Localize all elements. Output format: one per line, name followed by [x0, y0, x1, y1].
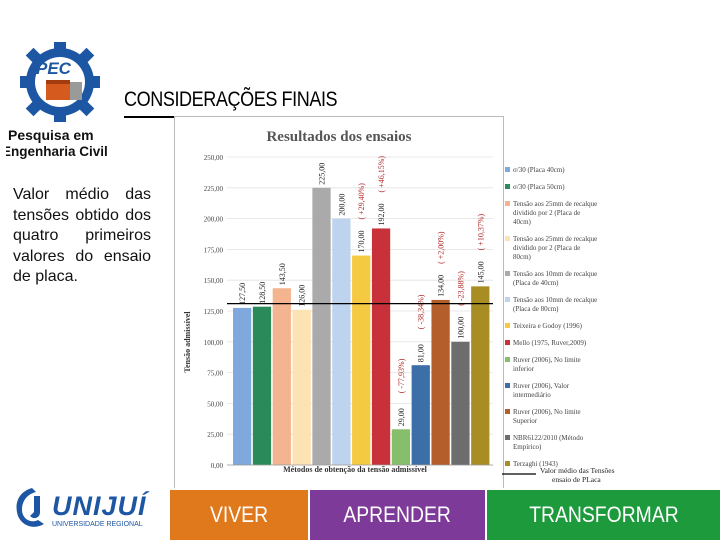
legend-mean-line: Valor médio das Tensões ensaio de PLaca: [502, 466, 615, 484]
bar: [292, 309, 311, 465]
legend-item: Teixeira e Godoy (1996): [513, 322, 583, 330]
page-title: CONSIDERAÇÕES FINAIS: [124, 88, 338, 111]
legend-item: Tensão aos 25mm de recalque dividido por …: [513, 200, 597, 226]
bar: [391, 429, 411, 465]
legend-swatch: [505, 236, 510, 241]
legend-swatch: [505, 340, 510, 345]
y-tick-label: 175,00: [204, 246, 224, 254]
bar: [252, 306, 272, 465]
footer-logo-text: UNIJUÍ: [52, 490, 150, 521]
bar-value-label: 126,00: [298, 285, 307, 307]
pec-logo: PEC Pesquisa em Engenharia Civil: [6, 42, 108, 159]
y-tick-label: 25,00: [207, 431, 223, 439]
logo-badge: PEC: [36, 59, 72, 78]
y-tick-label: 200,00: [204, 216, 224, 224]
legend-swatch: [505, 184, 510, 189]
chart-title: Resultados dos ensaios: [266, 129, 411, 145]
bar: [233, 307, 252, 465]
gear-icon: [20, 42, 100, 122]
aprender-label: APRENDER: [343, 502, 452, 527]
bar-percent-note: ( +10,37%): [476, 214, 485, 251]
x-axis-label: Métodos de obtenção da tensão admissível: [283, 465, 428, 474]
legend-item: Tensão aos 25mm de recalque dividido por …: [513, 235, 597, 261]
bar-percent-note: ( +2,00%): [437, 231, 446, 264]
legend-swatch: [505, 409, 510, 414]
body-text: Valor médio das tensões obtido dos quatr…: [13, 186, 151, 285]
y-axis-label: Tensão admissível: [183, 311, 192, 373]
legend-swatch: [505, 383, 510, 388]
bar-value-label: 200,00: [337, 194, 346, 216]
bar-value-label: 128,50: [258, 282, 267, 304]
bar: [411, 365, 430, 465]
bar-percent-note: ( -77,93%): [397, 358, 406, 393]
legend-swatch: [505, 167, 510, 172]
results-chart: Resultados dos ensaios 0,00 25,00 50,00 75,…: [174, 116, 504, 490]
legend-swatch: [505, 461, 510, 466]
unijui-emblem-icon: [16, 488, 44, 527]
bar-value-label: 170,00: [357, 231, 366, 253]
y-tick-label: 0,00: [211, 462, 224, 470]
bar: [332, 218, 351, 465]
bar-value-label: 81,00: [417, 344, 426, 362]
legend-swatch: [505, 435, 510, 440]
bar: [451, 341, 470, 465]
bar-value-label: 192,00: [377, 203, 386, 225]
legend-item: Mello (1975, Ruver,2009): [513, 339, 587, 347]
bar: [272, 288, 291, 465]
legend-swatch: [505, 357, 510, 362]
y-tick-label: 250,00: [204, 154, 224, 162]
bar-value-label: 143,50: [278, 263, 287, 285]
legend-item: Ruver (2006), No limite inferior: [513, 356, 581, 373]
bar-value-label: 29,00: [397, 408, 406, 426]
legend-swatch: [505, 271, 510, 276]
legend-item: Terzaghi (1943): [513, 460, 558, 468]
bar: [471, 286, 490, 465]
y-tick-label: 75,00: [207, 370, 223, 378]
bar-value-label: 127,50: [238, 283, 247, 305]
transformar-banner: TRANSFORMAR: [487, 490, 720, 540]
legend-item: σ/30 (Placa 40cm): [513, 166, 565, 174]
legend-item: Ruver (2006), Valor intermediário: [513, 382, 570, 399]
legend-swatch: [505, 297, 510, 302]
aprender-banner: APRENDER: [310, 490, 485, 540]
bar-value-label: 225,00: [318, 163, 327, 185]
logo-line2: Engenharia Civil: [6, 144, 108, 159]
y-tick-label: 225,00: [204, 185, 224, 193]
bar: [371, 228, 391, 465]
bar: [352, 255, 371, 465]
transformar-label: TRANSFORMAR: [528, 502, 679, 527]
legend-swatch: [505, 201, 510, 206]
bar-percent-note: ( -38,34%): [417, 294, 426, 329]
y-tick-label: 150,00: [204, 277, 224, 285]
legend-swatch: [505, 323, 510, 328]
bar-percent-note: ( -23,88%): [456, 271, 465, 306]
legend-mean-label: Valor médio das Tensões ensaio de PLaca: [540, 466, 615, 484]
legend-item: Ruver (2006), No limite Superior: [513, 408, 581, 425]
logo-line1: Pesquisa em: [8, 127, 94, 143]
viver-label: VIVER: [209, 502, 269, 527]
bar-value-label: 100,00: [456, 317, 465, 339]
bar: [312, 187, 331, 466]
y-tick-label: 125,00: [204, 308, 224, 316]
legend-item: Tensão aos 10mm de recalque (Placa de 40c…: [513, 270, 597, 287]
bar-value-label: 145,00: [476, 261, 485, 283]
chart-legend: σ/30 (Placa 40cm) σ/30 (Placa 50cm) Tensão…: [502, 166, 615, 484]
bar-percent-note: ( +46,15%): [377, 156, 386, 193]
footer-logo-subtext: UNIVERSIDADE REGIONAL: [52, 521, 143, 528]
footer-strip: [168, 488, 720, 490]
legend-item: NBR6122/2010 (Método Empírico): [513, 434, 584, 451]
y-tick-label: 50,00: [207, 400, 223, 408]
legend-item: σ/30 (Placa 50cm): [513, 183, 565, 191]
bar-percent-note: ( +29,40%): [357, 183, 366, 220]
y-tick-label: 100,00: [204, 339, 224, 347]
bar: [431, 299, 450, 465]
viver-banner: VIVER: [170, 490, 308, 540]
legend-item: Tensão aos 10mm de recalque (Placa de 80c…: [513, 296, 597, 313]
bar-value-label: 134,00: [437, 275, 446, 297]
unijui-logo: UNIJUÍ UNIVERSIDADE REGIONAL: [16, 488, 150, 528]
